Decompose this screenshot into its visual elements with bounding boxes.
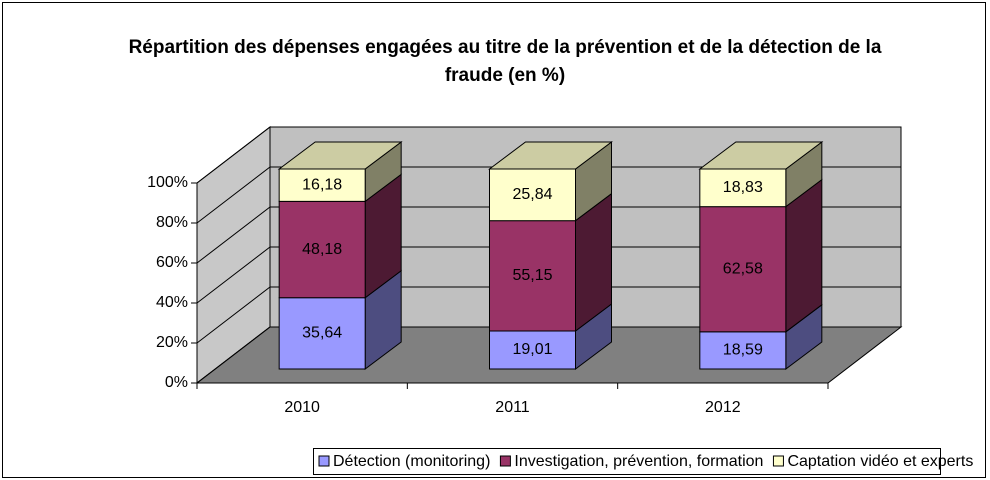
legend-label: Captation vidéo et experts — [787, 453, 973, 470]
bar — [699, 206, 787, 333]
value-label: 48,18 — [302, 241, 342, 258]
y-tick-label: 80% — [156, 214, 188, 231]
value-label: 62,58 — [723, 260, 763, 277]
y-tick-label: 60% — [156, 254, 188, 271]
bar — [489, 168, 576, 222]
bar — [699, 168, 787, 208]
legend-label: Investigation, prévention, formation — [514, 453, 763, 470]
legend-swatch — [772, 455, 784, 467]
bar — [278, 297, 366, 370]
value-label: 35,64 — [302, 325, 342, 342]
bar — [278, 168, 366, 202]
x-tick-label: 2011 — [495, 399, 530, 416]
value-label: 18,59 — [723, 342, 763, 359]
legend-box — [313, 448, 941, 475]
grid-line — [196, 166, 901, 224]
x-tick-label: 2012 — [705, 399, 741, 416]
value-label: 16,18 — [302, 176, 342, 193]
y-tick-label: 20% — [156, 334, 188, 351]
value-label: 19,01 — [512, 341, 552, 358]
y-tick-label: 40% — [156, 294, 188, 311]
value-label: 25,84 — [512, 186, 552, 203]
legend-swatch — [318, 455, 330, 467]
chart-title: Répartition des dépenses engagées au tit… — [128, 37, 882, 86]
bar — [489, 330, 576, 370]
value-label: 55,15 — [512, 267, 552, 284]
y-tick-label: 100% — [147, 174, 188, 191]
legend-label: Détection (monitoring) — [333, 453, 490, 470]
grid-line — [196, 206, 901, 264]
grid-line — [196, 326, 901, 384]
value-label: 18,83 — [723, 179, 763, 196]
grid-line — [196, 286, 901, 344]
legend-swatch — [499, 455, 511, 467]
bar — [699, 331, 787, 370]
bar — [489, 220, 576, 332]
y-tick-label: 0% — [165, 374, 188, 391]
grid-line — [196, 246, 901, 304]
grid-line — [196, 126, 901, 184]
x-tick-label: 2010 — [284, 399, 320, 416]
